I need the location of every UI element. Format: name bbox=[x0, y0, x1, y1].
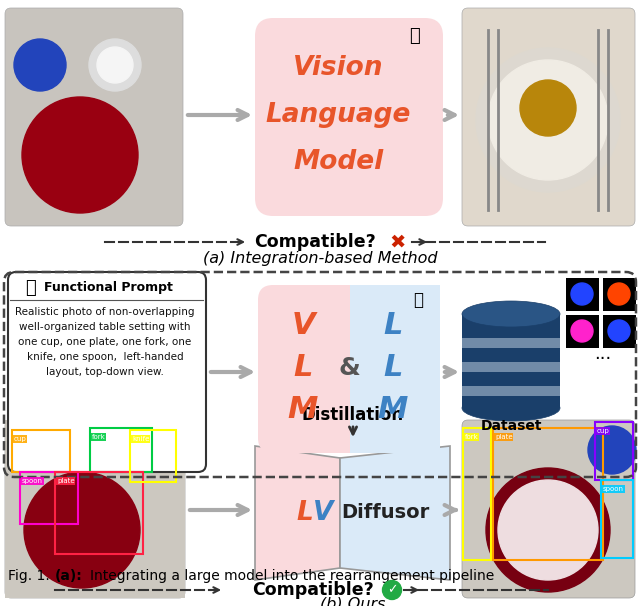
Text: M: M bbox=[378, 396, 408, 424]
Circle shape bbox=[14, 39, 66, 91]
Circle shape bbox=[24, 472, 140, 588]
Text: Dataset: Dataset bbox=[480, 419, 541, 433]
Text: ✖: ✖ bbox=[390, 233, 406, 251]
Circle shape bbox=[89, 39, 141, 91]
Text: L: L bbox=[293, 353, 313, 382]
Bar bbox=[462, 362, 560, 372]
Text: Vision: Vision bbox=[292, 55, 383, 81]
Text: spoon: spoon bbox=[22, 478, 43, 484]
Text: Integrating a large model into the rearrangement pipeline: Integrating a large model into the rearr… bbox=[90, 569, 494, 583]
Text: &: & bbox=[338, 356, 360, 380]
Text: cup: cup bbox=[597, 428, 610, 434]
Text: M: M bbox=[288, 396, 318, 424]
Text: fork: fork bbox=[92, 434, 106, 440]
Circle shape bbox=[383, 581, 401, 599]
Text: L: L bbox=[383, 311, 403, 341]
Text: (a) Integration-based Method: (a) Integration-based Method bbox=[203, 250, 437, 265]
Text: 🔒: 🔒 bbox=[410, 27, 420, 45]
Text: plate: plate bbox=[57, 478, 75, 484]
Text: Compatible?: Compatible? bbox=[252, 581, 374, 599]
Text: Compatible?: Compatible? bbox=[254, 233, 376, 251]
Circle shape bbox=[571, 283, 593, 305]
Bar bbox=[130, 430, 176, 482]
Circle shape bbox=[571, 320, 593, 342]
Text: knife: knife bbox=[132, 436, 149, 442]
Bar bbox=[595, 422, 633, 480]
Polygon shape bbox=[255, 446, 340, 580]
Ellipse shape bbox=[462, 395, 560, 421]
Polygon shape bbox=[340, 446, 450, 580]
Bar bbox=[462, 338, 560, 348]
Bar bbox=[350, 285, 440, 453]
Text: ✓: ✓ bbox=[387, 584, 397, 596]
Text: V: V bbox=[291, 311, 315, 341]
Text: (b) Ours: (b) Ours bbox=[320, 596, 386, 606]
Text: Fig. 1.: Fig. 1. bbox=[8, 569, 50, 583]
Text: Distillation: Distillation bbox=[302, 406, 404, 424]
Text: 👤: 👤 bbox=[24, 279, 35, 297]
Text: cup: cup bbox=[14, 436, 27, 442]
Circle shape bbox=[97, 47, 133, 83]
Text: Language: Language bbox=[266, 102, 411, 128]
Bar bbox=[90, 428, 152, 472]
Text: Diffusor: Diffusor bbox=[341, 504, 429, 522]
Bar bbox=[462, 314, 560, 408]
Circle shape bbox=[486, 468, 610, 592]
Bar bbox=[55, 472, 143, 554]
FancyBboxPatch shape bbox=[462, 420, 635, 598]
Text: V: V bbox=[313, 500, 333, 526]
Bar bbox=[566, 278, 599, 311]
Text: 🔒: 🔒 bbox=[413, 291, 423, 309]
FancyBboxPatch shape bbox=[5, 420, 185, 598]
FancyBboxPatch shape bbox=[5, 8, 183, 226]
Text: (a):: (a): bbox=[55, 569, 83, 583]
Bar bbox=[493, 428, 603, 560]
Circle shape bbox=[18, 424, 66, 472]
Circle shape bbox=[608, 320, 630, 342]
Bar bbox=[462, 386, 560, 396]
FancyBboxPatch shape bbox=[8, 272, 206, 472]
Circle shape bbox=[476, 48, 620, 192]
Text: fork: fork bbox=[465, 434, 479, 440]
Circle shape bbox=[608, 283, 630, 305]
Text: ...: ... bbox=[595, 345, 612, 363]
Circle shape bbox=[488, 60, 608, 180]
Bar bbox=[12, 430, 70, 472]
Bar bbox=[566, 315, 599, 348]
Circle shape bbox=[588, 426, 636, 474]
FancyBboxPatch shape bbox=[255, 18, 443, 216]
Text: L: L bbox=[296, 500, 314, 526]
Bar bbox=[603, 278, 636, 311]
Circle shape bbox=[94, 424, 142, 472]
Circle shape bbox=[498, 480, 598, 580]
Text: Realistic photo of non-overlapping
well-organized table setting with
one cup, on: Realistic photo of non-overlapping well-… bbox=[15, 307, 195, 376]
FancyBboxPatch shape bbox=[462, 8, 635, 226]
Text: L: L bbox=[383, 353, 403, 382]
Circle shape bbox=[102, 432, 134, 464]
Bar bbox=[5, 420, 185, 598]
Text: plate: plate bbox=[495, 434, 513, 440]
Text: spoon: spoon bbox=[603, 486, 624, 492]
Text: Model: Model bbox=[293, 149, 383, 175]
Bar bbox=[20, 472, 78, 524]
Circle shape bbox=[22, 97, 138, 213]
Bar bbox=[463, 428, 491, 560]
Bar bbox=[601, 480, 633, 558]
Circle shape bbox=[520, 80, 576, 136]
Text: Functional Prompt: Functional Prompt bbox=[44, 282, 172, 295]
FancyBboxPatch shape bbox=[258, 285, 440, 453]
Ellipse shape bbox=[462, 301, 560, 327]
Bar bbox=[603, 315, 636, 348]
